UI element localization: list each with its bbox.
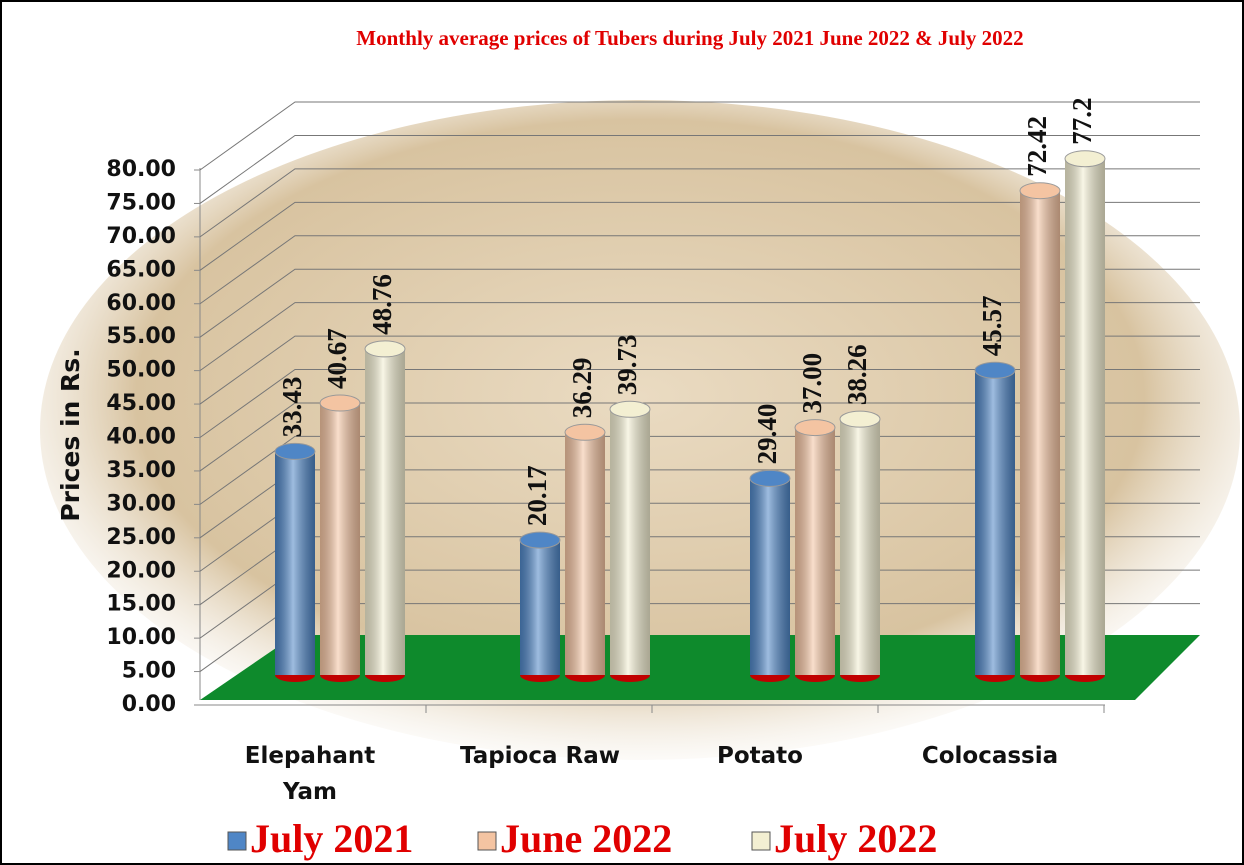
value-label: 45.57 [977, 296, 1007, 357]
y-tick-label: 35.00 [106, 458, 176, 483]
grid-line [199, 201, 1200, 271]
bar-cap [1064, 150, 1106, 168]
grid-line [199, 168, 1200, 238]
bar-cap [519, 531, 561, 549]
bar-shade [320, 403, 360, 675]
bar-shade [610, 409, 650, 675]
y-tick-label: 40.00 [106, 425, 176, 450]
grid-line [199, 369, 1200, 438]
value-label: 37.00 [797, 353, 827, 414]
y-tick-label: 75.00 [106, 190, 176, 215]
y-tick-label: 80.00 [106, 157, 176, 182]
bar-cap [274, 442, 316, 460]
value-label: 72.42 [1022, 116, 1052, 177]
grid-line [199, 302, 1200, 372]
y-tick-label: 65.00 [106, 257, 176, 282]
value-label: 40.67 [322, 328, 352, 389]
value-label: 29.40 [752, 404, 782, 465]
bar-shade [1020, 190, 1060, 675]
value-label: 77.2 [1067, 97, 1097, 144]
bar-shade [520, 540, 560, 675]
grid-line [199, 235, 1200, 305]
y-tick-label: 10.00 [106, 625, 176, 650]
bar-shade [565, 432, 605, 675]
bar-cap [839, 410, 881, 428]
bar-shade [840, 419, 880, 675]
grid-line [199, 435, 1200, 505]
x-tick-label: Elepahant Yam [244, 743, 376, 805]
legend-label: July 2022 [774, 816, 937, 861]
bar-cap [364, 340, 406, 358]
y-tick-label: 45.00 [106, 391, 176, 416]
y-tick-label: 30.00 [106, 491, 176, 516]
bar-shade [750, 478, 790, 675]
value-label: 48.76 [367, 274, 397, 335]
value-label: 39.73 [612, 335, 642, 396]
y-tick-label: 0.00 [122, 692, 176, 717]
value-label: 33.43 [277, 377, 307, 438]
chart-title: Monthly average prices of Tubers during … [356, 26, 1023, 50]
x-tick-label: Tapioca Raw [459, 743, 621, 769]
bar-shade [795, 427, 835, 675]
y-tick-label: 15.00 [106, 592, 176, 617]
bar-cap [319, 394, 361, 412]
y-tick-label: 20.00 [106, 558, 176, 583]
y-tick-label: 5.00 [122, 659, 176, 684]
grid-line [199, 335, 1200, 405]
bar-cap [564, 423, 606, 441]
x-tick-label: Potato [717, 743, 803, 769]
floor [200, 635, 1200, 700]
bar-cap [609, 400, 651, 418]
bar-cap [794, 419, 836, 437]
legend-label: July 2021 [250, 816, 413, 861]
legend-swatch [477, 831, 497, 851]
y-axis-label: Prices in Rs. [56, 348, 85, 521]
value-label: 36.29 [567, 358, 597, 419]
bar-shade [365, 348, 405, 675]
grid-line [199, 268, 1200, 338]
value-label: 20.17 [522, 465, 552, 526]
legend-swatch [227, 831, 247, 851]
x-tick-label: Colocassia [921, 743, 1059, 769]
grid-line [199, 134, 1200, 204]
bar-shade [975, 370, 1015, 675]
y-tick-label: 55.00 [106, 324, 176, 349]
bar-shade [1065, 158, 1105, 676]
bar-cap [749, 469, 791, 487]
bar-cap [974, 361, 1016, 379]
y-tick-label: 25.00 [106, 525, 176, 550]
y-tick-label: 70.00 [106, 224, 176, 249]
value-label: 38.26 [842, 344, 872, 405]
bar-shade [275, 451, 315, 675]
grid-line [199, 402, 1200, 472]
y-tick-label: 50.00 [106, 358, 176, 383]
legend-swatch [751, 831, 771, 851]
y-tick-label: 60.00 [106, 291, 176, 316]
legend-label: June 2022 [500, 816, 672, 861]
bar-cap [1019, 182, 1061, 200]
grid-line [199, 101, 1200, 171]
